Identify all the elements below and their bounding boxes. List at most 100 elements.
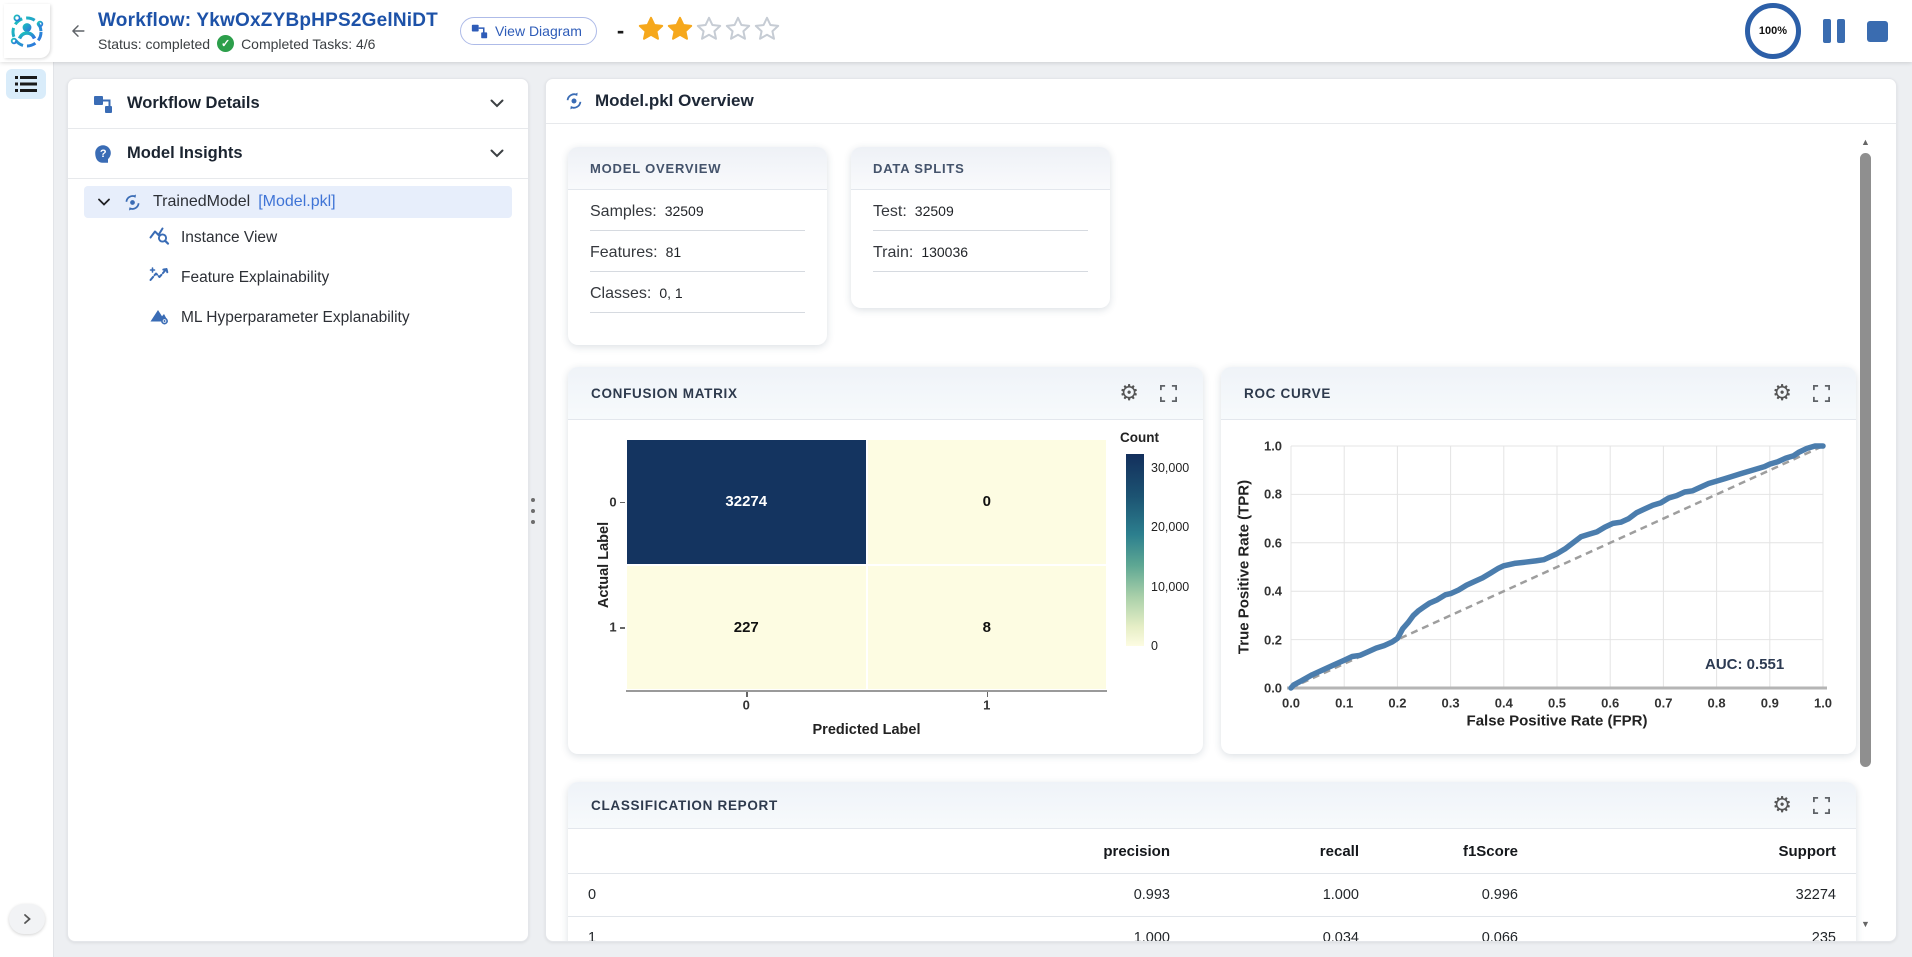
x-tick-label: 0.4 [1494,695,1513,711]
y-tick-label: 0.8 [1263,486,1283,502]
sidebar-item-model-insights[interactable]: ? Model Insights [68,129,528,179]
tree-item-label: TrainedModel [153,193,251,210]
chevron-right-icon [24,914,31,924]
expand-rail-button[interactable] [9,904,45,934]
report-cell: 1.000 [888,916,1190,941]
instance-view-icon [149,225,170,251]
top-header: Workflow: YkwOxZYBpHPS2GelNiDT Status: c… [0,0,1912,62]
x-tick-label: 0.6 [1601,695,1620,711]
title-rating-separator: - [616,18,625,43]
x-tick-label: 0.3 [1441,695,1460,711]
star-empty-icon[interactable] [754,16,780,46]
x-axis-label: False Positive Rate (FPR) [1466,712,1648,730]
y-tick-label: 1.0 [1263,438,1283,454]
report-cell: 0.066 [1379,916,1538,941]
star-filled-icon[interactable] [667,16,693,46]
x-axis-label: Predicted Label [812,722,921,738]
x-tick-label: 0.8 [1707,695,1726,711]
confusion-matrix-chart: 32274 0 227 8 0 1 0 1 Actual Label Predicted Labe… [568,420,1203,754]
x-tick-label: 0.2 [1388,695,1407,711]
report-column-header [568,829,888,874]
star-rating[interactable] [638,16,780,46]
y-axis-label: Actual Label [596,521,612,608]
run-controls: 100% [1745,3,1888,59]
view-diagram-button[interactable]: View Diagram [459,17,597,45]
y-tick-label: 0.4 [1263,583,1283,599]
fullscreen-icon[interactable] [1813,384,1830,402]
model-insights-icon: ? [95,144,111,163]
main-panel: Model.pkl Overview MODEL OVERVIEW Sample… [545,78,1897,942]
tree-item-feature-explainability[interactable]: Feature Explainability [68,258,528,298]
y-tick-label: 1 [609,619,617,635]
settings-gear-icon[interactable]: ⚙ [1119,380,1139,405]
workflow-details-icon [94,95,112,113]
chevron-down-icon [490,145,504,163]
model-overview-card: MODEL OVERVIEW Samples: 32509 Features: 81 C… [568,147,827,345]
model-insights-tree: TrainedModel [Model.pkl] Instance View Fe… [68,179,528,338]
model-icon [566,92,582,110]
scrollbar-thumb[interactable] [1860,153,1871,767]
colorbar-tick-label: 30,000 [1151,460,1190,475]
scroll-up-icon[interactable]: ▲ [1861,137,1870,147]
x-tick-label: 0.9 [1760,695,1779,711]
tree-item-label: ML Hyperparameter Explanability [181,309,410,326]
tree-item-trained-model[interactable]: TrainedModel [Model.pkl] [84,186,512,218]
tree-item-file: [Model.pkl] [258,193,336,210]
sidebar-panel: Workflow Details ? Model Insights [67,78,529,942]
status-text: Status: completed [98,35,211,52]
report-cell: 235 [1538,916,1856,941]
data-splits-rows: Test: 32509 Train: 130036 [851,190,1110,272]
info-row: Samples: 32509 [590,190,805,231]
star-empty-icon[interactable] [696,16,722,46]
view-list-icon[interactable] [6,69,46,99]
sidebar-item-workflow-details[interactable]: Workflow Details [68,79,528,129]
info-value: 32509 [664,203,704,219]
workflow-title: Workflow: YkwOxZYBpHPS2GelNiDT [98,10,438,31]
main-scrollbar: ▲ ▼ [1858,129,1873,939]
star-empty-icon[interactable] [725,16,751,46]
tree-item-ml-hyperparameter-explanability[interactable]: ML Hyperparameter Explanability [68,298,528,338]
y-axis-label: True Positive Rate (TPR) [1235,479,1253,655]
panel-splitter-handle[interactable] [529,498,537,524]
roc-plot [1287,443,1827,691]
colorbar [1126,454,1144,646]
classification-report-table: precision recall f1Score Support 0 0.993 1.00… [568,829,1856,941]
tree-item-label: Instance View [181,229,278,246]
data-splits-card: DATA SPLITS Test: 32509 Train: 130036 [851,147,1110,308]
report-column-header: recall [1190,829,1379,874]
roc-curve-chart: 0.0 0.1 0.2 0.3 0.4 0.5 0.6 0.7 0.8 0.9 1.0 0.0 0.2 0… [1221,420,1856,754]
x-tick-mark [746,692,748,697]
tree-item-instance-view[interactable]: Instance View [68,218,528,258]
x-tick-label: 0.7 [1654,695,1673,711]
workflow-status-line: Status: completed ✓ Completed Tasks: 4/6 [98,35,438,52]
back-button[interactable] [64,17,92,45]
sidebar-item-label: Workflow Details [127,94,260,112]
colorbar-tick-label: 20,000 [1151,520,1190,535]
pause-button[interactable] [1823,19,1845,43]
fullscreen-icon[interactable] [1813,796,1830,814]
table-row: 1 1.000 0.034 0.066 235 [568,916,1856,941]
report-cell: 32274 [1538,873,1856,917]
feature-explainability-icon [149,265,170,291]
trained-model-icon [125,193,140,211]
info-label: Train: [873,244,914,261]
tree-item-label: Feature Explainability [181,269,330,286]
settings-gear-icon[interactable]: ⚙ [1772,380,1792,405]
x-tick-mark [986,692,989,697]
main-header: Model.pkl Overview [546,79,1896,124]
y-tick-mark [620,501,625,504]
heatmap-plot: 32274 0 227 8 [626,439,1107,692]
settings-gear-icon[interactable]: ⚙ [1772,792,1792,817]
report-column-header: precision [888,829,1190,874]
page-title: Model.pkl Overview [595,91,754,110]
scroll-down-icon[interactable]: ▼ [1861,919,1870,929]
star-filled-icon[interactable] [638,16,664,46]
info-row: Test: 32509 [873,190,1088,231]
workflow-title-block: Workflow: YkwOxZYBpHPS2GelNiDT Status: c… [98,10,438,52]
stop-button[interactable] [1867,20,1888,42]
info-row: Features: 81 [590,231,805,272]
report-cell: 0.993 [888,873,1190,917]
fullscreen-icon[interactable] [1160,384,1177,402]
x-tick-label: 1.0 [1813,695,1833,711]
left-rail [0,62,54,957]
